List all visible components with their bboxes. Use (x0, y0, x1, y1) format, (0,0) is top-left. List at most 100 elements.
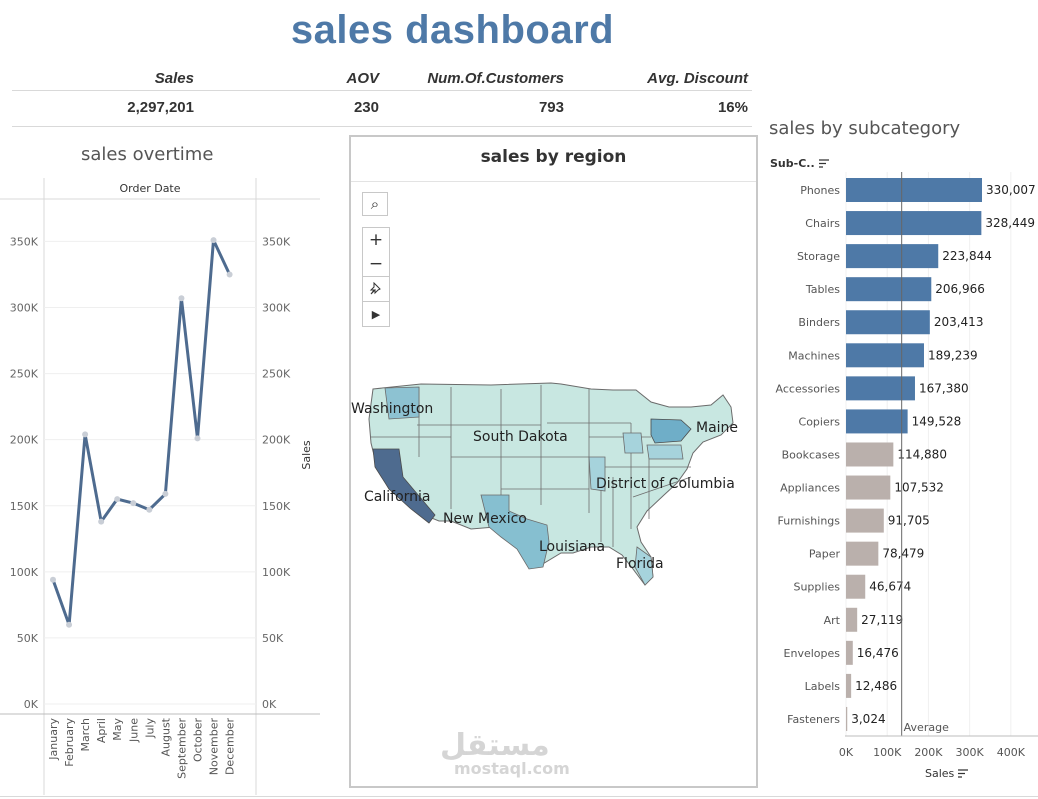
subcategory-label: Storage (797, 250, 840, 263)
x-tick-label: November (208, 718, 221, 776)
kpi-divider (12, 90, 752, 91)
bar-value-label: 107,532 (894, 481, 944, 495)
subcategory-label: Envelopes (784, 647, 841, 660)
y-tick-label-left: 300K (10, 302, 39, 315)
state-washington[interactable] (384, 386, 420, 420)
state-pennsylvania[interactable] (646, 444, 684, 460)
data-point[interactable] (98, 518, 105, 525)
data-point[interactable] (130, 500, 137, 507)
pin-icon (369, 282, 381, 295)
watermark-logo-text: مستقل (440, 728, 550, 763)
subcategory-bar[interactable] (846, 640, 853, 665)
bar-value-label: 46,674 (869, 580, 911, 594)
data-point[interactable] (178, 295, 185, 302)
watermark-url: mostaql.com (454, 759, 570, 778)
subcategory-bar[interactable] (846, 310, 930, 335)
bar-x-tick-label: 400K (997, 746, 1026, 759)
zoom-in-button[interactable]: + (363, 228, 389, 252)
data-point[interactable] (162, 490, 169, 497)
expand-button[interactable]: ▶ (363, 301, 389, 326)
sales-by-subcategory-chart: Phones 330,007 Chairs 328,449 Storage 223,844… (776, 172, 1038, 759)
state-michigan[interactable] (622, 432, 644, 454)
bar-value-label: 16,476 (857, 646, 899, 660)
state-illinois[interactable] (588, 456, 606, 492)
state-florida[interactable] (634, 546, 654, 586)
subcategory-bar[interactable] (846, 673, 852, 698)
kpi-aov-value: 230 (353, 99, 379, 116)
subcategory-label: Paper (809, 548, 841, 561)
y-tick-label-left: 250K (10, 368, 39, 381)
bar-value-label: 3,024 (851, 712, 885, 726)
data-point[interactable] (146, 506, 153, 513)
y-tick-label-right: 50K (262, 632, 284, 645)
subcategory-bar[interactable] (846, 244, 939, 269)
kpi-discount-label: Avg. Discount (647, 70, 748, 87)
sort-icon (818, 159, 829, 168)
pin-button[interactable] (363, 276, 389, 301)
subcategory-label: Supplies (793, 581, 840, 594)
state-new-york[interactable] (650, 418, 692, 444)
subcategory-column-header[interactable]: Sub-C.. (770, 157, 829, 170)
subcategory-bar[interactable] (846, 475, 891, 500)
bar-value-label: 223,844 (942, 249, 992, 263)
subcategory-label: Binders (798, 316, 840, 329)
subcategory-label: Art (824, 614, 841, 627)
kpi-customers-label: Num.Of.Customers (427, 70, 564, 87)
data-point[interactable] (82, 431, 89, 438)
zoom-out-icon: − (368, 254, 384, 274)
zoom-out-button[interactable]: − (363, 252, 389, 276)
x-tick-label: December (224, 718, 237, 776)
kpi-sales-label: Sales (154, 70, 194, 87)
subcategory-bar[interactable] (846, 343, 924, 368)
subcategory-bar[interactable] (846, 178, 982, 202)
label-maine: Maine (696, 420, 739, 436)
kpi-sales-value: 2,297,201 (127, 99, 194, 116)
subcategory-bar[interactable] (846, 574, 866, 599)
data-point[interactable] (226, 271, 233, 278)
subcategory-bar[interactable] (846, 409, 908, 434)
watermark: مستقل mostaql.com (440, 728, 570, 778)
x-tick-label: September (175, 718, 188, 779)
data-point[interactable] (210, 237, 217, 244)
subcategory-bar[interactable] (846, 541, 879, 566)
subcategory-label: Machines (788, 349, 840, 362)
label-florida: Florida (616, 556, 664, 572)
subcategory-bar[interactable] (846, 211, 982, 236)
subcategory-label: Labels (805, 680, 841, 693)
sales-series-line (51, 238, 231, 627)
y-tick-label-left: 150K (10, 500, 39, 513)
data-point[interactable] (50, 576, 56, 583)
bar-value-label: 114,880 (897, 447, 947, 461)
y-tick-label-left: 100K (10, 566, 39, 579)
subcategory-bar[interactable] (846, 607, 858, 632)
right-axis-title: Sales (300, 440, 313, 470)
bar-value-label: 167,380 (919, 381, 969, 395)
dashboard-title: sales dashboard (290, 8, 615, 52)
y-tick-label-right: 150K (262, 500, 291, 513)
data-point[interactable] (194, 435, 201, 442)
y-tick-label-left: 350K (10, 235, 39, 248)
sales-axis-title[interactable]: Sales (925, 767, 969, 780)
region-map-panel: sales by region ⌕ + − ▶ Washington South… (349, 135, 758, 788)
bar-x-tick-label: 200K (914, 746, 943, 759)
subcategory-bar[interactable] (846, 442, 894, 467)
data-point[interactable] (66, 621, 73, 628)
zoom-in-icon: + (368, 230, 384, 250)
subcategory-bar[interactable] (846, 277, 932, 302)
subcategory-bar[interactable] (846, 706, 848, 731)
us-choropleth-map (368, 382, 734, 586)
kpi-bottom-divider (12, 126, 752, 127)
subcategory-bar[interactable] (846, 508, 884, 533)
x-tick-label: March (79, 718, 92, 752)
bar-value-label: 206,966 (935, 282, 985, 296)
label-new-mexico: New Mexico (443, 511, 527, 527)
bar-value-label: 91,705 (888, 514, 930, 528)
map-search-button[interactable]: ⌕ (362, 192, 388, 216)
subcategory-label: Fasteners (787, 713, 840, 726)
label-louisiana: Louisiana (539, 539, 606, 555)
subcategory-bar[interactable] (846, 376, 915, 401)
average-label: Average (904, 721, 949, 734)
data-point[interactable] (114, 496, 121, 503)
state-texas[interactable] (480, 494, 550, 570)
state-california[interactable] (372, 448, 436, 524)
